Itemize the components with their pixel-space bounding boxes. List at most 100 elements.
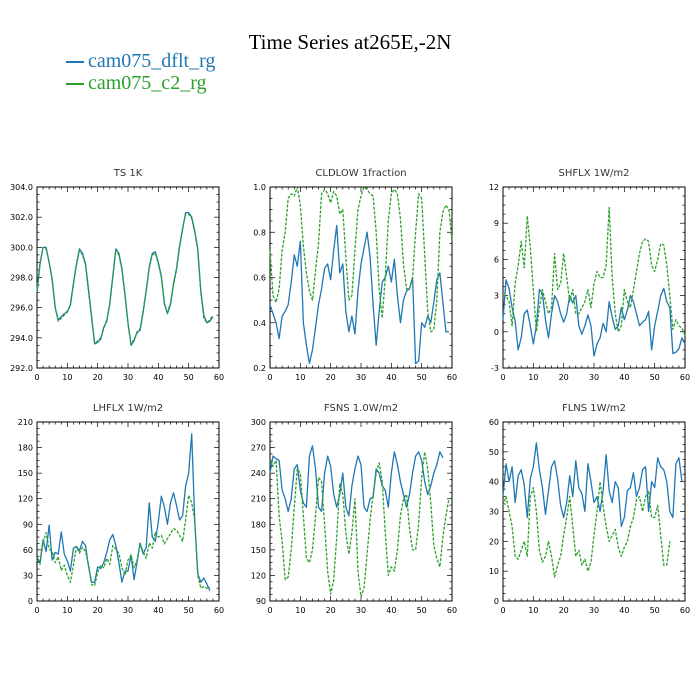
x-tick-label: 60 xyxy=(680,373,690,382)
x-tick-label: 60 xyxy=(447,606,457,615)
legend-entry-dflt: cam075_dflt_rg xyxy=(66,50,215,72)
x-tick-label: 10 xyxy=(62,606,72,615)
x-tick-label: 0 xyxy=(34,606,39,615)
y-tick-label: 50 xyxy=(489,448,499,457)
y-tick-label: 30 xyxy=(23,571,33,580)
chart-panel-5: FSNS 1.0W/m2 0 10 20 30 40 50 60 90 120 150 180 210 2… xyxy=(251,403,457,615)
x-tick-label: 60 xyxy=(447,373,457,382)
chart-panel-2: CLDLOW 1fraction 0 10 20 30 40 50 60 0.2 0.4 0.6 0.… xyxy=(253,168,457,382)
x-tick-label: 20 xyxy=(93,606,103,615)
series-line-c2 xyxy=(36,494,211,589)
x-tick-label: 20 xyxy=(326,373,336,382)
x-tick-label: 50 xyxy=(417,606,427,615)
x-tick-label: 10 xyxy=(528,606,538,615)
chart-panel-4: LHFLX 1W/m2 0 10 20 30 40 50 60 0 30 60 90 120 150 180… xyxy=(18,403,224,615)
x-tick-label: 20 xyxy=(559,373,569,382)
series-line-dflt xyxy=(269,224,449,365)
plot-frame xyxy=(36,186,220,369)
x-tick-label: 50 xyxy=(184,373,194,382)
legend-label-c2: cam075_c2_rg xyxy=(88,72,207,94)
x-tick-label: 50 xyxy=(650,606,660,615)
x-tick-label: 10 xyxy=(295,606,305,615)
chart-panel-1: TS 1K 0 10 20 30 40 50 60 292.0 294.0 296.0 298.0 30… xyxy=(10,168,224,382)
series-line-dflt xyxy=(36,211,214,347)
y-tick-label: 150 xyxy=(251,546,266,555)
y-tick-label: 292.0 xyxy=(10,364,33,373)
x-tick-label: 20 xyxy=(93,373,103,382)
y-tick-label: 9 xyxy=(494,219,499,228)
series-line-dflt xyxy=(502,442,683,528)
plot-frame xyxy=(269,186,453,369)
chart-panel-6: FLNS 1W/m2 0 10 20 30 40 50 60 0 10 20 30 40 50 60 xyxy=(489,403,690,615)
y-tick-label: 12 xyxy=(489,183,499,192)
y-tick-label: 0.8 xyxy=(253,228,266,237)
legend-swatch-dflt xyxy=(66,61,84,64)
y-tick-label: 0 xyxy=(28,597,33,606)
x-tick-label: 30 xyxy=(123,373,133,382)
panel-title: SHFLX 1W/m2 xyxy=(559,168,630,179)
y-tick-label: 0.6 xyxy=(253,274,266,283)
x-tick-label: 30 xyxy=(356,373,366,382)
series-line-dflt xyxy=(502,279,686,357)
series-line-c2 xyxy=(269,451,450,598)
series-line-c2 xyxy=(503,206,686,336)
y-tick-label: 40 xyxy=(489,478,499,487)
y-tick-label: 180 xyxy=(251,520,266,529)
y-tick-label: 300.0 xyxy=(10,243,33,252)
x-tick-label: 40 xyxy=(619,606,629,615)
y-tick-label: 120 xyxy=(18,495,33,504)
x-tick-label: 60 xyxy=(214,373,224,382)
series-line-c2 xyxy=(36,213,214,345)
x-tick-label: 40 xyxy=(153,373,163,382)
y-tick-label: 90 xyxy=(256,597,266,606)
x-tick-label: 20 xyxy=(559,606,569,615)
x-tick-label: 20 xyxy=(326,606,336,615)
y-tick-label: 240 xyxy=(251,469,266,478)
x-tick-label: 30 xyxy=(589,606,599,615)
y-tick-label: 6 xyxy=(494,255,499,264)
y-tick-label: 296.0 xyxy=(10,304,33,313)
x-tick-label: 60 xyxy=(214,606,224,615)
y-tick-label: 60 xyxy=(23,546,33,555)
x-tick-label: 60 xyxy=(680,606,690,615)
y-tick-label: 30 xyxy=(489,508,499,517)
x-tick-label: 0 xyxy=(267,373,272,382)
x-tick-label: 0 xyxy=(500,606,505,615)
x-tick-label: 10 xyxy=(295,373,305,382)
figure-title: Time Series at265E,-2N xyxy=(248,30,452,54)
x-tick-label: 30 xyxy=(356,606,366,615)
y-tick-label: 210 xyxy=(251,495,266,504)
legend-label-dflt: cam075_dflt_rg xyxy=(88,50,216,72)
plot-frame xyxy=(502,186,686,369)
y-tick-label: 90 xyxy=(23,520,33,529)
y-tick-label: 3 xyxy=(494,292,499,301)
y-tick-label: 294.0 xyxy=(10,334,33,343)
y-tick-label: 180 xyxy=(18,444,33,453)
y-tick-label: 150 xyxy=(18,469,33,478)
y-tick-label: -3 xyxy=(491,364,499,373)
x-tick-label: 30 xyxy=(589,373,599,382)
x-tick-label: 0 xyxy=(34,373,39,382)
x-tick-label: 0 xyxy=(500,373,505,382)
series-line-c2 xyxy=(269,186,453,333)
y-tick-label: 1.0 xyxy=(253,183,266,192)
x-tick-label: 10 xyxy=(528,373,538,382)
x-tick-label: 50 xyxy=(650,373,660,382)
legend-swatch-c2 xyxy=(66,83,84,86)
legend: cam075_dflt_rg cam075_c2_rg xyxy=(66,50,215,94)
y-tick-label: 60 xyxy=(489,418,499,427)
y-tick-label: 298.0 xyxy=(10,274,33,283)
y-tick-label: 210 xyxy=(18,418,33,427)
panel-title: FLNS 1W/m2 xyxy=(562,403,626,414)
y-tick-label: 20 xyxy=(489,537,499,546)
y-tick-label: 10 xyxy=(489,567,499,576)
panel-title: LHFLX 1W/m2 xyxy=(93,403,163,414)
series-line-dflt xyxy=(269,445,444,517)
legend-entry-c2: cam075_c2_rg xyxy=(66,72,215,94)
x-tick-label: 40 xyxy=(386,606,396,615)
panel-title: FSNS 1.0W/m2 xyxy=(324,403,398,414)
series-line-dflt xyxy=(36,433,211,592)
